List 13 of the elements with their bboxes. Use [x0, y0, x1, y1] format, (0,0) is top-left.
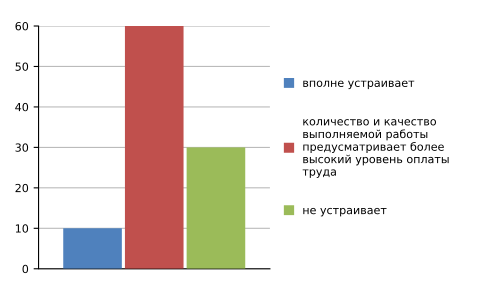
bar: [186, 147, 246, 269]
legend-label: количество и качество выполняемой работы предусматривает более высокий уровень оплаты труда: [302, 119, 449, 178]
legend-label: не устраивает: [303, 208, 387, 216]
bar: [63, 228, 122, 269]
y-tick-label: 60: [15, 22, 28, 30]
legend-label: вполне устраивает: [303, 80, 414, 90]
y-tick-label: 0: [22, 264, 28, 274]
bar: [124, 26, 184, 269]
y-tick-label: 20: [16, 184, 28, 192]
y-tick-label: 40: [15, 102, 28, 112]
y-tick-label: 10: [16, 224, 28, 233]
y-tick-label: 30: [16, 143, 28, 152]
y-tick-label: 50: [16, 62, 28, 71]
